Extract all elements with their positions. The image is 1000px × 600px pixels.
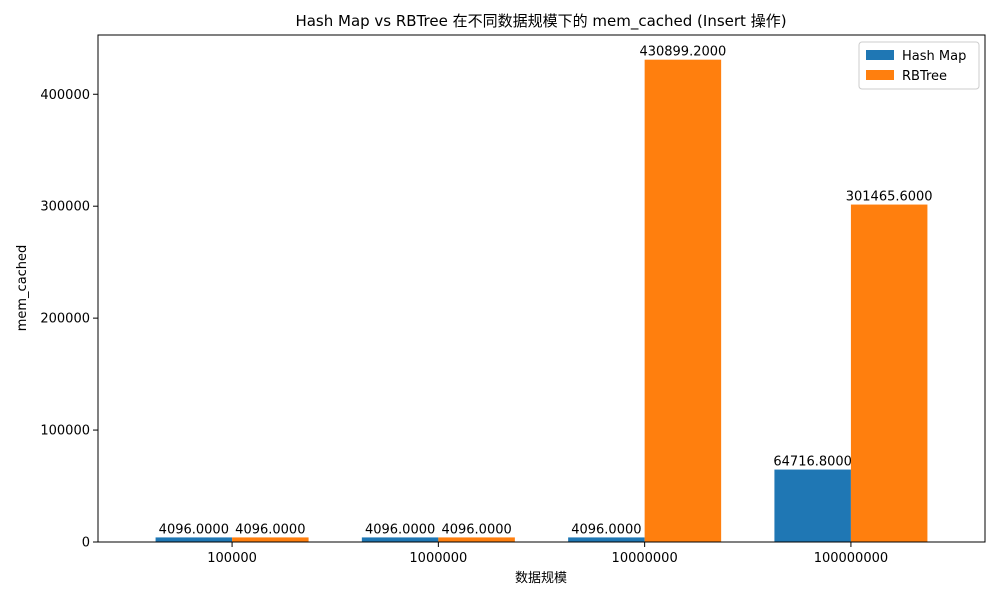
x-axis-label: 数据规模 [515,571,567,586]
y-axis-label: mem_cached [15,245,30,332]
y-tick-label: 100000 [40,424,90,439]
legend-label: RBTree [902,69,947,84]
bar-rbtree-1000000 [438,537,515,542]
legend-swatch [866,50,894,60]
legend-label: Hash Map [902,49,966,64]
y-tick-label: 400000 [40,88,90,103]
data-label: 301465.6000 [846,190,933,205]
data-label: 4096.0000 [365,522,435,537]
x-tick-label: 100000000 [814,551,888,566]
bar-hash-map-100000000 [774,469,851,542]
y-tick-label: 200000 [40,312,90,327]
y-tick-label: 300000 [40,200,90,215]
y-tick-label: 0 [82,536,90,551]
data-label: 64716.8000 [773,455,852,470]
legend-swatch [866,70,894,80]
data-label: 4096.0000 [441,522,511,537]
bar-hash-map-100000 [155,537,233,542]
bar-rbtree-10000000 [644,59,722,543]
x-tick-label: 10000000 [612,551,678,566]
x-tick-label: 1000000 [409,551,467,566]
data-label: 430899.2000 [639,45,726,60]
data-label: 4096.0000 [571,522,641,537]
legend: Hash Map RBTree [858,41,980,90]
data-label: 4096.0000 [159,522,229,537]
x-tick-label: 100000 [207,551,257,566]
bar-rbtree-100000000 [850,204,928,542]
chart-title: Hash Map vs RBTree 在不同数据规模下的 mem_cached … [295,12,786,31]
bar-rbtree-100000 [232,537,309,542]
axes-frame [97,34,986,543]
bar-hash-map-1000000 [361,537,439,542]
bar-hash-map-10000000 [568,537,645,542]
data-label: 4096.0000 [235,522,305,537]
plot-area: 4096.0000 4096.0000 4096.0000 64716.8000 409… [40,34,986,566]
